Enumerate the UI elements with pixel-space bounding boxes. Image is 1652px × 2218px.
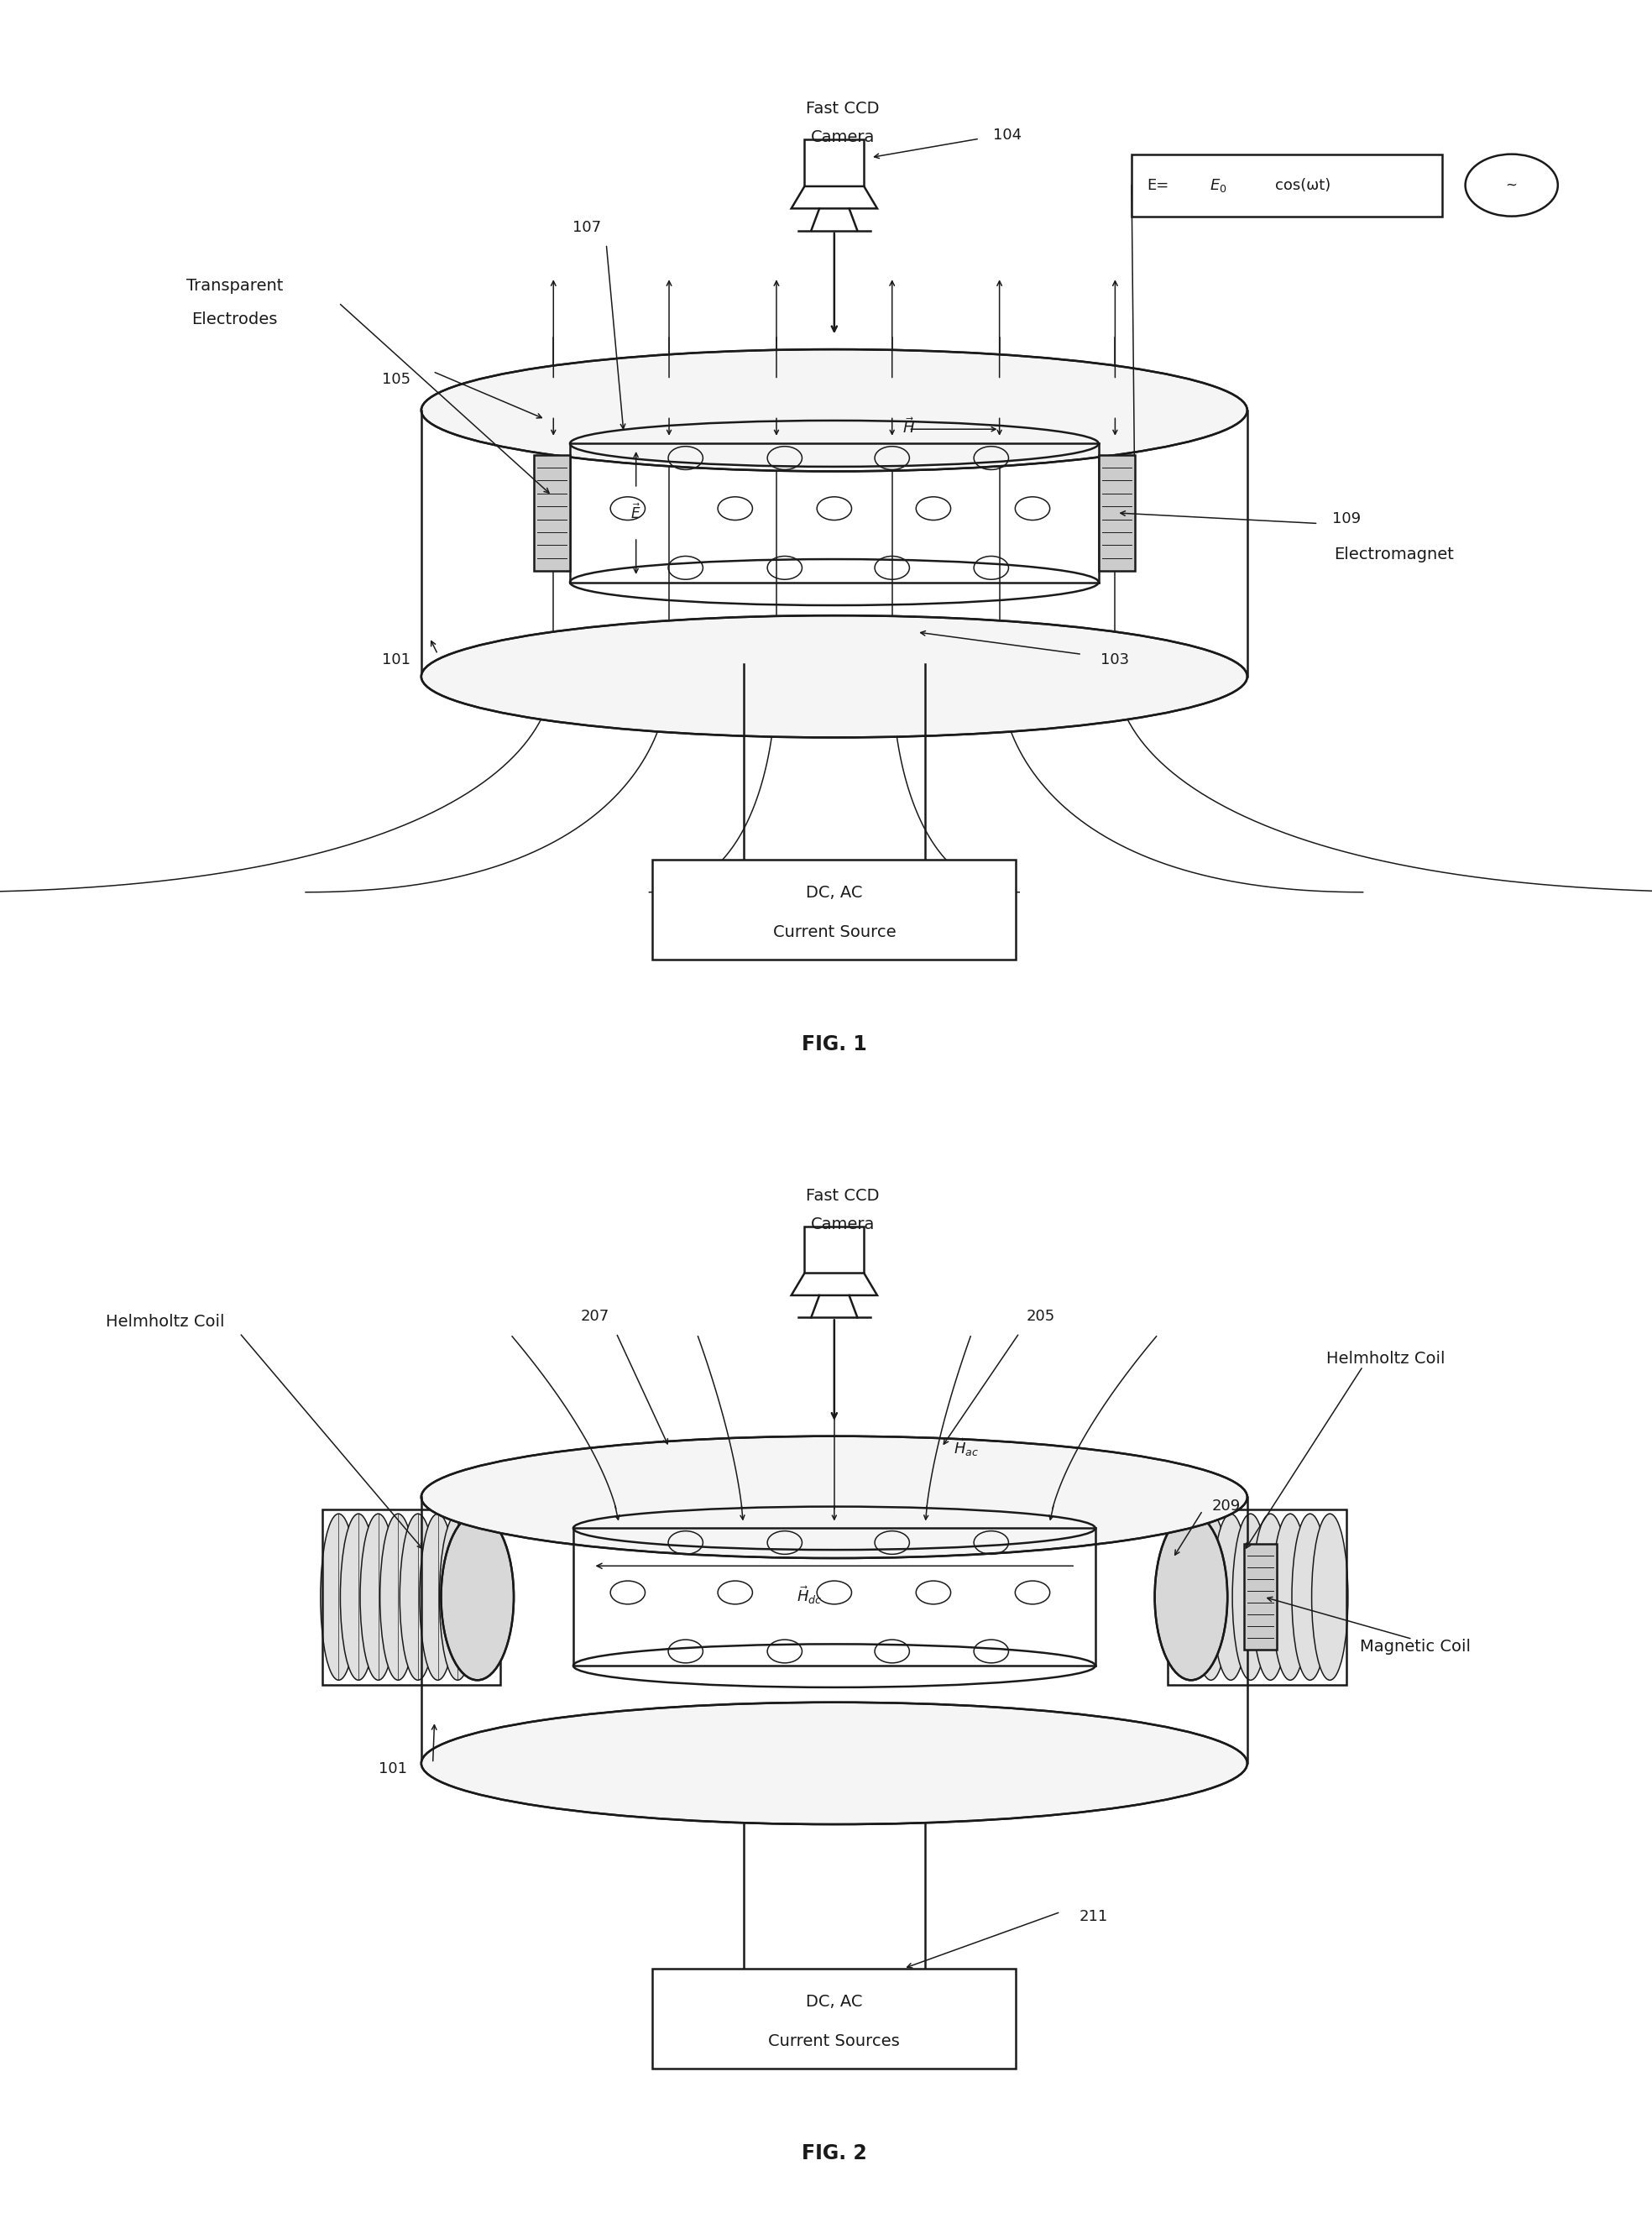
Text: ~: ~: [1505, 177, 1518, 193]
Ellipse shape: [1312, 1515, 1348, 1681]
Text: DC, AC: DC, AC: [806, 1994, 862, 2010]
Text: 104: 104: [993, 129, 1023, 142]
Text: Magnetic Coil: Magnetic Coil: [1360, 1639, 1470, 1655]
Text: 209: 209: [1211, 1499, 1241, 1513]
Text: cos(ωt): cos(ωt): [1275, 177, 1332, 193]
Ellipse shape: [421, 348, 1247, 472]
Text: Electromagnet: Electromagnet: [1333, 546, 1454, 563]
Text: $\vec{H}$: $\vec{H}$: [902, 417, 915, 437]
Text: Fast CCD: Fast CCD: [806, 100, 879, 118]
Bar: [653, 1970, 1016, 2067]
Bar: [534, 455, 570, 572]
Ellipse shape: [1213, 1515, 1249, 1681]
Text: 103: 103: [1100, 652, 1130, 668]
Ellipse shape: [320, 1515, 357, 1681]
Text: $E_0$: $E_0$: [1209, 177, 1226, 193]
Text: 105: 105: [382, 373, 411, 386]
Text: Electrodes: Electrodes: [192, 311, 278, 328]
Text: FIG. 2: FIG. 2: [801, 2143, 867, 2165]
Bar: [322, 1510, 501, 1686]
Bar: [1168, 1510, 1346, 1686]
Text: Helmholtz Coil: Helmholtz Coil: [106, 1313, 225, 1331]
Text: Current Sources: Current Sources: [768, 2034, 900, 2049]
Ellipse shape: [421, 614, 1247, 736]
Polygon shape: [791, 1273, 877, 1295]
Ellipse shape: [1272, 1515, 1308, 1681]
Bar: [1132, 155, 1442, 217]
Bar: [805, 140, 864, 186]
Text: Current Source: Current Source: [773, 925, 895, 940]
Ellipse shape: [360, 1515, 396, 1681]
Ellipse shape: [421, 1437, 1247, 1557]
Bar: [805, 1227, 864, 1273]
Text: 107: 107: [572, 220, 601, 235]
Ellipse shape: [421, 1703, 1247, 1823]
Text: Transparent: Transparent: [187, 277, 282, 295]
Bar: [653, 861, 1016, 958]
Ellipse shape: [1155, 1515, 1227, 1681]
Bar: [1244, 1544, 1277, 1650]
Ellipse shape: [340, 1515, 377, 1681]
Text: Camera: Camera: [811, 129, 874, 146]
Ellipse shape: [1193, 1515, 1229, 1681]
Text: Helmholtz Coil: Helmholtz Coil: [1327, 1351, 1446, 1366]
Text: FIG. 1: FIG. 1: [801, 1034, 867, 1056]
Ellipse shape: [1232, 1515, 1269, 1681]
Text: 109: 109: [1332, 512, 1361, 526]
Text: 101: 101: [378, 1761, 408, 1777]
Text: 101: 101: [382, 652, 411, 668]
Polygon shape: [791, 186, 877, 208]
Text: $\vec{H}_{ac}$: $\vec{H}_{ac}$: [953, 1437, 978, 1457]
Text: 205: 205: [1026, 1309, 1056, 1324]
Ellipse shape: [1252, 1515, 1289, 1681]
Text: Camera: Camera: [811, 1215, 874, 1233]
Ellipse shape: [459, 1515, 496, 1681]
Ellipse shape: [441, 1515, 514, 1681]
Ellipse shape: [1292, 1515, 1328, 1681]
Bar: [1099, 455, 1135, 572]
Ellipse shape: [1173, 1515, 1209, 1681]
Text: E=: E=: [1146, 177, 1168, 193]
Ellipse shape: [439, 1515, 476, 1681]
Text: 207: 207: [580, 1309, 610, 1324]
Text: $\vec{E}$: $\vec{E}$: [631, 503, 641, 523]
Text: $\vec{H}_{dc}$: $\vec{H}_{dc}$: [796, 1584, 823, 1606]
Ellipse shape: [420, 1515, 456, 1681]
Text: Fast CCD: Fast CCD: [806, 1187, 879, 1204]
Ellipse shape: [380, 1515, 416, 1681]
Text: 211: 211: [1079, 1910, 1108, 1923]
Ellipse shape: [400, 1515, 436, 1681]
Text: DC, AC: DC, AC: [806, 885, 862, 901]
